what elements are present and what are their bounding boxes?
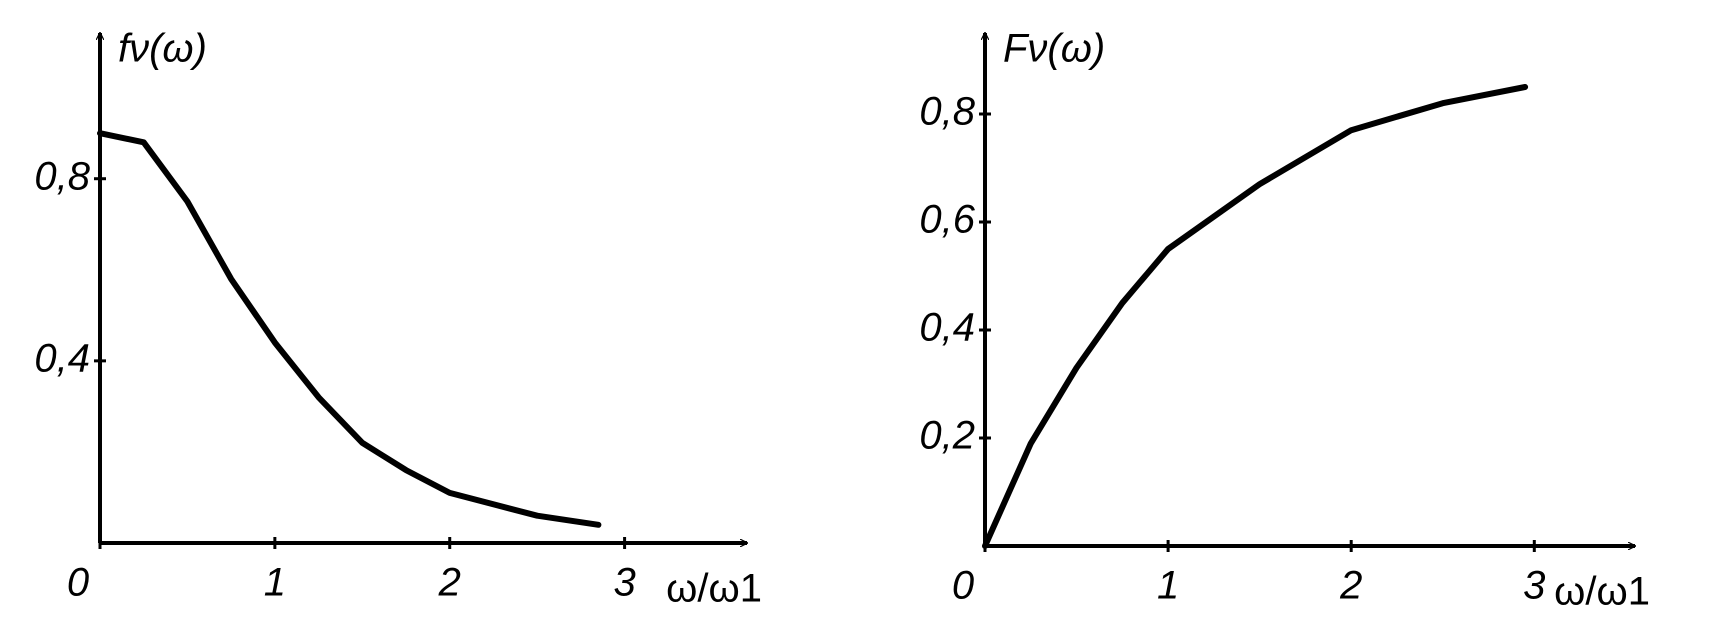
x-tick-label: 1 [1157,564,1179,608]
curve [97,130,602,528]
y-tick-label: 0,8 [34,154,90,198]
x-tick-label: 1 [264,561,286,605]
y-tick-label: 0,2 [919,414,975,458]
x-tick-label: 3 [613,561,635,605]
curve [982,84,1529,549]
x-tick-label: 0 [952,564,974,608]
y-tick-label: 0,4 [34,336,90,380]
x-tick-label: 0 [67,561,89,605]
x-axis-label: ω/ω1 [666,567,762,611]
x-tick-label: 2 [1339,564,1362,608]
y-tick-label: 0,4 [919,306,975,350]
y-tick-label: 0,8 [919,90,975,134]
y-axis-label: Fν(ω) [1003,27,1105,71]
x-tick-label: 3 [1523,564,1545,608]
x-tick-label: 2 [438,561,461,605]
y-axis-label: fν(ω) [118,27,207,71]
y-tick-label: 0,6 [919,198,975,242]
x-axis-label: ω/ω1 [1554,570,1650,614]
